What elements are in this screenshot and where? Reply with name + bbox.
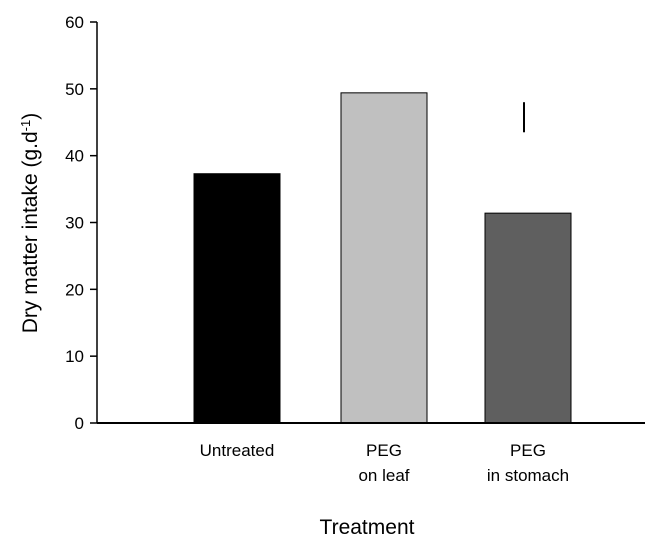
x-axis-title: Treatment (320, 516, 415, 539)
y-axis-ticks: 0 10 20 30 40 50 60 (65, 13, 97, 433)
bar-1 (340, 92, 428, 424)
y-tick-label-4: 40 (65, 147, 84, 166)
x-category-label-1-1: on leaf (358, 466, 409, 485)
bars (193, 92, 572, 424)
y-axis-title-superscript: -1 (18, 120, 33, 132)
x-category-label-2-1: in stomach (487, 466, 569, 485)
y-tick-label-0: 0 (75, 414, 84, 433)
x-category-label-0-0: Untreated (200, 441, 275, 460)
y-tick-label-1: 10 (65, 347, 84, 366)
bar-2 (484, 212, 572, 424)
y-tick-label-2: 20 (65, 280, 84, 299)
y-tick-label-6: 60 (65, 13, 84, 32)
x-category-label-2-0: PEG (510, 441, 546, 460)
y-tick-label-3: 30 (65, 214, 84, 233)
y-tick-label-5: 50 (65, 80, 84, 99)
y-axis-title: Dry matter intake (g.d-1) (18, 113, 43, 333)
x-category-label-1-0: PEG (366, 441, 402, 460)
x-axis-category-labels: Untreated PEG on leaf PEG in stomach (200, 441, 569, 485)
bar-0 (193, 173, 281, 424)
y-axis-title-suffix: ) (19, 113, 42, 120)
y-axis-title-main: Dry matter intake (g.d (19, 131, 42, 333)
